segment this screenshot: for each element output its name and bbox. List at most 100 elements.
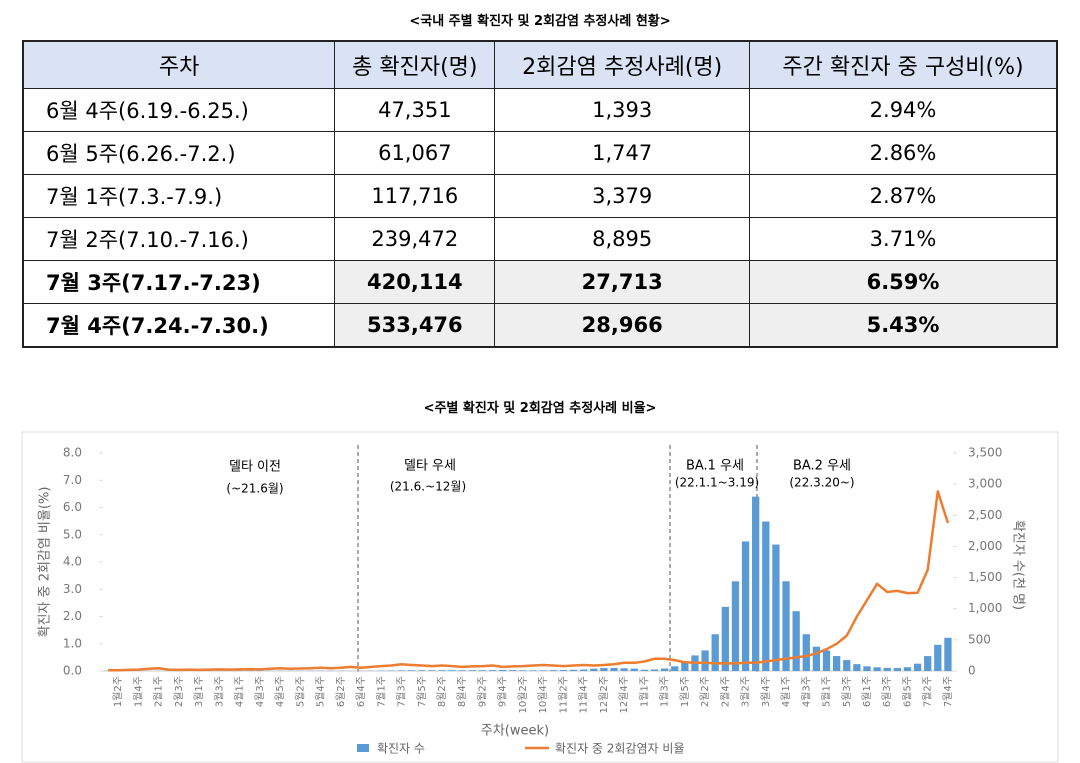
y2-tick-label: 3,000 (968, 477, 1002, 491)
x-tick-label: 7월4주 (942, 676, 954, 707)
bar (741, 541, 750, 671)
table: 주차 총 확진자(명) 2회감염 추정사례(명) 주간 확진자 중 구성비(%) 6월 … (22, 40, 1058, 348)
y-tick-label: 0.0 (63, 664, 82, 678)
table-row: 7월 1주(7.3.-7.9.) 117,716 3,379 2.87% (22, 174, 1058, 218)
y-axis-title: 확진자 중 2회감염 비율(%) (38, 487, 53, 638)
annotation: 델타 우세 (404, 459, 456, 474)
bar (549, 670, 557, 671)
table-row: 6월 4주(6.19.-6.25.) 47,351 1,393 2.94% (22, 88, 1058, 132)
x-tick-label: 3월4주 (760, 676, 772, 707)
bar (519, 670, 527, 671)
x-tick-label: 7월1주 (375, 676, 387, 707)
y2-tick-label: 2,000 (968, 539, 1002, 553)
bar (772, 544, 780, 671)
bar (822, 650, 831, 671)
x-tick-label: 11월4주 (578, 676, 590, 714)
cell: 7월 2주(7.10.-7.16.) (22, 217, 336, 261)
x-tick-label: 4월5주 (274, 676, 286, 707)
x-tick-label: 1월2주 (112, 676, 124, 707)
y-tick-label: 1.0 (63, 636, 82, 650)
line (108, 490, 950, 672)
annotation: BA.1 우세 (686, 459, 744, 474)
x-tick-label: 1월4주 (132, 676, 144, 707)
bar (792, 611, 800, 671)
x-tick-label: 8월4주 (456, 676, 468, 707)
bar (853, 664, 861, 671)
cell: 420,114 (334, 260, 496, 304)
legend-label: 확진자 수 (377, 742, 425, 756)
cell: 28,966 (494, 303, 751, 348)
x-tick-label: 4월3주 (254, 676, 266, 707)
chart-frame (21, 431, 1059, 763)
cell: 2.87% (749, 174, 1058, 218)
x-tick-label: 6월3주 (881, 676, 893, 707)
x-tick-label: 7월5주 (416, 676, 428, 707)
bar (893, 668, 901, 671)
x-tick-label: 9월2주 (476, 676, 488, 707)
bar (752, 496, 760, 671)
bar (671, 666, 679, 671)
y-tick-label: 2.0 (63, 609, 82, 623)
x-tick-label: 2월1주 (153, 676, 165, 707)
cell: 2.86% (749, 131, 1058, 175)
header-cell: 총 확진자(명) (334, 40, 496, 89)
cell: 6.59% (749, 260, 1058, 304)
x-tick-label: 5월4주 (315, 676, 327, 707)
bar (428, 670, 436, 671)
x-tick-label: 4월1주 (234, 676, 246, 707)
table-title: <국내 주별 확진자 및 2회감염 추정사례 현황> (409, 14, 671, 29)
bar (640, 669, 649, 671)
cell: 7월 3주(7.17.-7.23) (22, 260, 336, 304)
bar (832, 656, 841, 671)
cell: 3.71% (749, 217, 1058, 261)
bar (843, 660, 851, 671)
cell: 7월 4주(7.24.-7.30.) (22, 303, 336, 348)
y-tick-label: 3.0 (63, 582, 82, 596)
bar (934, 644, 942, 671)
bar (913, 663, 922, 671)
x-tick-label: 7월2주 (922, 676, 934, 707)
y2-tick-label: 1,000 (968, 601, 1002, 615)
bar (387, 670, 396, 671)
bar (438, 670, 446, 671)
legend-label: 확진자 중 2회감염자 비율 (555, 742, 684, 756)
annotation: (22.1.1~3.19) (675, 476, 759, 490)
x-tick-label: 10월4주 (537, 676, 549, 714)
x-tick-label: 1월5주 (679, 676, 691, 707)
table-row: 7월 4주(7.24.-7.30.) 533,476 28,966 5.43% (22, 303, 1058, 348)
annotations: 델타 이전 (~21.6월) 델타 우세 (21.6.~12월) BA.1 우세… (226, 459, 854, 496)
x-tick-label: 12월2주 (598, 676, 610, 714)
x-tick-label: 2월2주 (699, 676, 711, 707)
y2-tick-label: 3,500 (968, 446, 1002, 460)
x-tick-label: 6월2주 (335, 676, 347, 707)
x-tick-label: 1월3주 (659, 676, 671, 707)
x-tick-label: 1월1주 (638, 676, 650, 707)
bar (610, 667, 618, 671)
y-tick-label: 4.0 (63, 555, 82, 569)
y-tick-label: 6.0 (63, 500, 82, 514)
bar (903, 667, 912, 671)
table-row: 7월 3주(7.17.-7.23) 420,114 27,713 6.59% (22, 260, 1058, 304)
bar (559, 669, 568, 671)
bar (569, 669, 578, 671)
bar (397, 670, 406, 671)
bar (580, 669, 588, 671)
y-tick-label: 8.0 (63, 446, 82, 460)
bar (883, 667, 891, 671)
x-tick-label: 2월4주 (719, 676, 731, 707)
cell: 27,713 (494, 260, 751, 304)
bar (812, 646, 821, 671)
y2-tick-label: 1,500 (968, 570, 1002, 584)
bar (488, 670, 497, 671)
bar (873, 667, 881, 671)
y2-tick-label: 0 (968, 664, 976, 678)
bar (650, 669, 659, 671)
bar (529, 670, 537, 671)
x-tick-label: 10월2주 (517, 676, 529, 714)
bar (448, 670, 456, 671)
bar (802, 634, 810, 671)
x-tick-label: 6월5주 (901, 676, 913, 707)
annotation: (21.6.~12월) (390, 480, 466, 494)
y2-axis-title: 확진자 수(천 명) (1011, 520, 1026, 610)
